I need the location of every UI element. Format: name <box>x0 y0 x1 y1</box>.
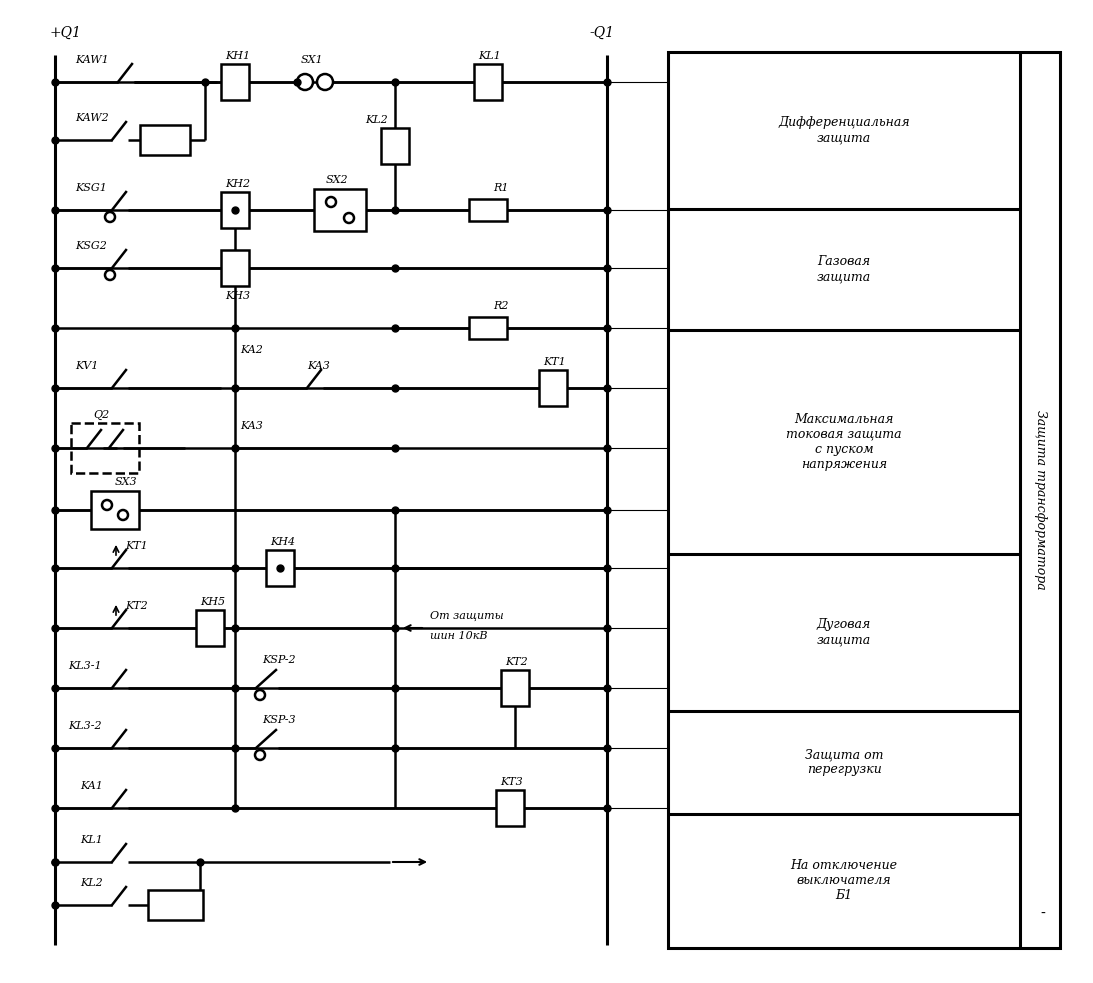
Text: KA3: KA3 <box>240 421 263 431</box>
Text: KSP-2: KSP-2 <box>262 655 295 665</box>
Text: KL3-1: KL3-1 <box>68 661 102 671</box>
Text: KT2: KT2 <box>125 601 148 611</box>
Bar <box>196 610 224 646</box>
Text: KH5: KH5 <box>200 597 225 607</box>
Text: KL2: KL2 <box>80 878 103 888</box>
Bar <box>496 790 524 826</box>
Bar <box>501 670 529 706</box>
Text: Защита трансформатора: Защита трансформатора <box>1034 410 1046 590</box>
Text: KL3-2: KL3-2 <box>68 721 102 731</box>
Text: SX3: SX3 <box>115 477 138 487</box>
Text: KL1: KL1 <box>80 835 103 845</box>
Text: Дуговая
защита: Дуговая защита <box>816 618 871 646</box>
Text: R2: R2 <box>493 301 508 311</box>
Text: KSG1: KSG1 <box>75 183 107 193</box>
Text: -Q1: -Q1 <box>589 26 614 40</box>
Circle shape <box>326 197 336 207</box>
Text: KT3: KT3 <box>500 777 522 787</box>
Text: Дифференциальная
защита: Дифференциальная защита <box>778 116 909 145</box>
Text: KH3: KH3 <box>225 291 250 301</box>
Text: Газовая
защита: Газовая защита <box>816 256 871 283</box>
Text: +Q1: +Q1 <box>50 26 82 40</box>
Text: R1: R1 <box>493 183 508 193</box>
Circle shape <box>317 74 333 90</box>
Bar <box>381 128 409 164</box>
Text: KA3: KA3 <box>307 361 330 371</box>
Text: Q2: Q2 <box>93 410 109 420</box>
Bar <box>474 64 502 100</box>
Bar <box>221 64 249 100</box>
Text: KT1: KT1 <box>125 541 148 551</box>
Bar <box>668 52 1060 948</box>
Text: KSP-3: KSP-3 <box>262 715 295 725</box>
Text: KH4: KH4 <box>270 537 295 547</box>
Bar <box>221 192 249 228</box>
Bar <box>539 370 567 406</box>
Text: KAW1: KAW1 <box>75 55 108 65</box>
Text: SX2: SX2 <box>326 175 349 185</box>
Text: KA2: KA2 <box>240 345 263 355</box>
Text: KSG2: KSG2 <box>75 241 107 251</box>
Text: Максимальная
токовая защита
с пуском
напряжения: Максимальная токовая защита с пуском нап… <box>786 413 902 471</box>
Text: KA1: KA1 <box>80 781 103 791</box>
Text: KT2: KT2 <box>505 657 528 667</box>
Bar <box>148 890 202 920</box>
Text: KV1: KV1 <box>75 361 98 371</box>
Text: Защита от
перегрузки: Защита от перегрузки <box>804 748 883 777</box>
Text: KL1: KL1 <box>478 51 501 61</box>
Text: KT1: KT1 <box>543 357 566 367</box>
Text: шин 10кВ: шин 10кВ <box>430 631 487 641</box>
Text: На отключение
выключателя
Б1: На отключение выключателя Б1 <box>790 859 897 902</box>
Circle shape <box>344 213 354 223</box>
Bar <box>91 491 139 529</box>
Circle shape <box>102 500 111 510</box>
Bar <box>221 250 249 286</box>
Text: KAW2: KAW2 <box>75 113 108 123</box>
Text: -: - <box>1041 907 1045 921</box>
Bar <box>71 423 139 473</box>
Text: KH2: KH2 <box>225 179 250 189</box>
Text: SX1: SX1 <box>301 55 324 65</box>
Text: От защиты: От защиты <box>430 610 504 621</box>
Circle shape <box>118 510 128 520</box>
Bar <box>140 125 190 155</box>
Bar <box>266 550 294 586</box>
Circle shape <box>297 74 313 90</box>
Bar <box>314 189 366 231</box>
Bar <box>469 317 507 339</box>
Text: KL2: KL2 <box>365 115 388 125</box>
Bar <box>469 199 507 221</box>
Text: KH1: KH1 <box>225 51 250 61</box>
